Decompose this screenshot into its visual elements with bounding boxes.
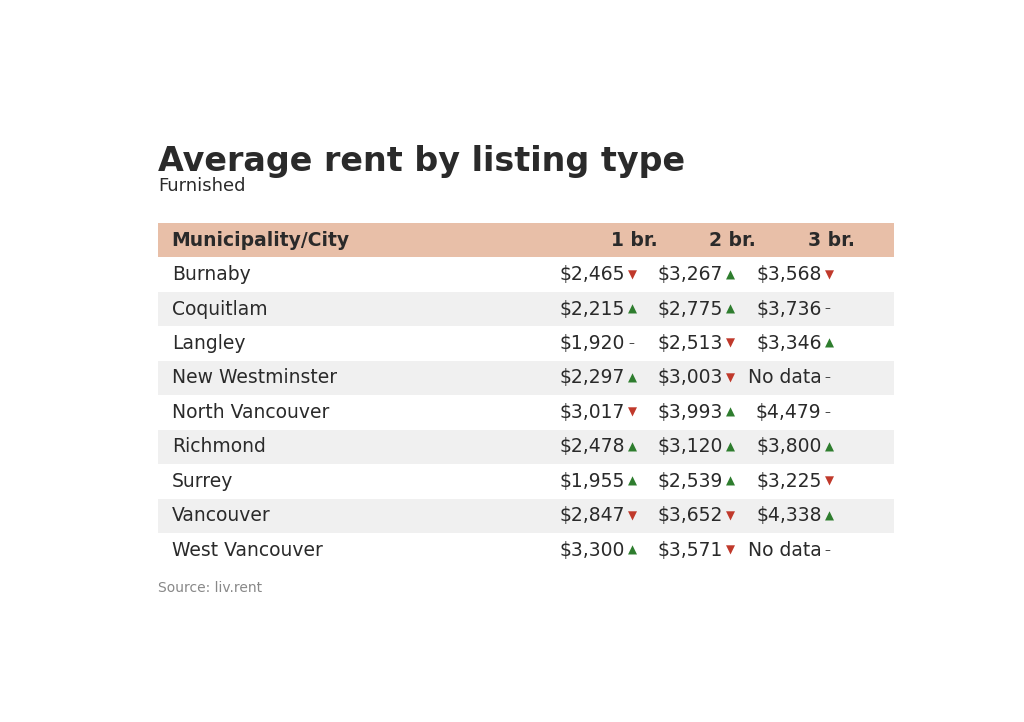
Text: ▲: ▲: [628, 475, 637, 488]
Text: $3,568: $3,568: [757, 265, 821, 284]
Text: $4,338: $4,338: [756, 506, 821, 526]
FancyBboxPatch shape: [158, 326, 894, 361]
FancyBboxPatch shape: [158, 499, 894, 533]
Text: $2,297: $2,297: [559, 368, 625, 388]
Text: Source: liv.rent: Source: liv.rent: [158, 581, 262, 596]
Text: ▼: ▼: [824, 268, 834, 281]
Text: ▲: ▲: [824, 440, 834, 453]
Text: $3,120: $3,120: [657, 438, 723, 456]
FancyBboxPatch shape: [158, 223, 894, 257]
Text: ▼: ▼: [824, 475, 834, 488]
Text: $3,267: $3,267: [657, 265, 723, 284]
Text: Coquitlam: Coquitlam: [172, 300, 267, 318]
Text: ▼: ▼: [628, 268, 637, 281]
Text: ▲: ▲: [628, 371, 637, 384]
Text: $2,465: $2,465: [559, 265, 625, 284]
Text: $3,736: $3,736: [757, 300, 821, 318]
Text: $3,800: $3,800: [757, 438, 821, 456]
Text: $2,215: $2,215: [559, 300, 625, 318]
Text: $1,955: $1,955: [559, 472, 625, 491]
Text: –: –: [628, 337, 634, 350]
Text: West Vancouver: West Vancouver: [172, 541, 323, 560]
FancyBboxPatch shape: [158, 361, 894, 395]
Text: Average rent by listing type: Average rent by listing type: [158, 145, 685, 178]
FancyBboxPatch shape: [158, 533, 894, 567]
FancyBboxPatch shape: [158, 464, 894, 499]
Text: $2,513: $2,513: [657, 334, 723, 353]
Text: $2,775: $2,775: [657, 300, 723, 318]
Text: No data: No data: [748, 541, 821, 560]
Text: Vancouver: Vancouver: [172, 506, 270, 526]
Text: ▲: ▲: [726, 268, 735, 281]
Text: ▲: ▲: [726, 475, 735, 488]
Text: 1 br.: 1 br.: [611, 230, 657, 250]
FancyBboxPatch shape: [158, 395, 894, 430]
Text: Langley: Langley: [172, 334, 245, 353]
Text: ▼: ▼: [726, 337, 735, 350]
Text: –: –: [824, 406, 830, 419]
Text: ▼: ▼: [628, 509, 637, 522]
Text: $3,003: $3,003: [657, 368, 723, 388]
Text: ▲: ▲: [726, 303, 735, 316]
Text: Burnaby: Burnaby: [172, 265, 251, 284]
Text: ▲: ▲: [726, 440, 735, 453]
Text: No data: No data: [748, 368, 821, 388]
Text: $1,920: $1,920: [559, 334, 625, 353]
Text: North Vancouver: North Vancouver: [172, 403, 329, 422]
Text: Richmond: Richmond: [172, 438, 265, 456]
Text: 3 br.: 3 br.: [808, 230, 855, 250]
Text: ▼: ▼: [726, 509, 735, 522]
Text: Municipality/City: Municipality/City: [172, 230, 350, 250]
Text: $3,300: $3,300: [559, 541, 625, 560]
FancyBboxPatch shape: [158, 430, 894, 464]
Text: ▲: ▲: [628, 303, 637, 316]
Text: Surrey: Surrey: [172, 472, 233, 491]
FancyBboxPatch shape: [158, 292, 894, 326]
Text: Furnished: Furnished: [158, 177, 246, 195]
Text: ▼: ▼: [726, 371, 735, 384]
Text: ▲: ▲: [824, 509, 834, 522]
Text: New Westminster: New Westminster: [172, 368, 337, 388]
Text: ▼: ▼: [628, 406, 637, 419]
Text: $2,847: $2,847: [559, 506, 625, 526]
Text: ▲: ▲: [628, 440, 637, 453]
Text: –: –: [824, 303, 830, 316]
Text: $3,993: $3,993: [657, 403, 723, 422]
Text: ▲: ▲: [824, 337, 834, 350]
Text: $3,017: $3,017: [559, 403, 625, 422]
Text: ▲: ▲: [628, 544, 637, 557]
Text: –: –: [824, 544, 830, 557]
Text: $3,225: $3,225: [757, 472, 821, 491]
Text: $2,539: $2,539: [657, 472, 723, 491]
Text: $4,479: $4,479: [756, 403, 821, 422]
Text: 2 br.: 2 br.: [710, 230, 756, 250]
Text: –: –: [824, 371, 830, 384]
Text: $2,478: $2,478: [559, 438, 625, 456]
Text: ▼: ▼: [726, 544, 735, 557]
FancyBboxPatch shape: [158, 257, 894, 292]
Text: $3,571: $3,571: [657, 541, 723, 560]
Text: $3,652: $3,652: [657, 506, 723, 526]
Text: $3,346: $3,346: [756, 334, 821, 353]
Text: ▲: ▲: [726, 406, 735, 419]
